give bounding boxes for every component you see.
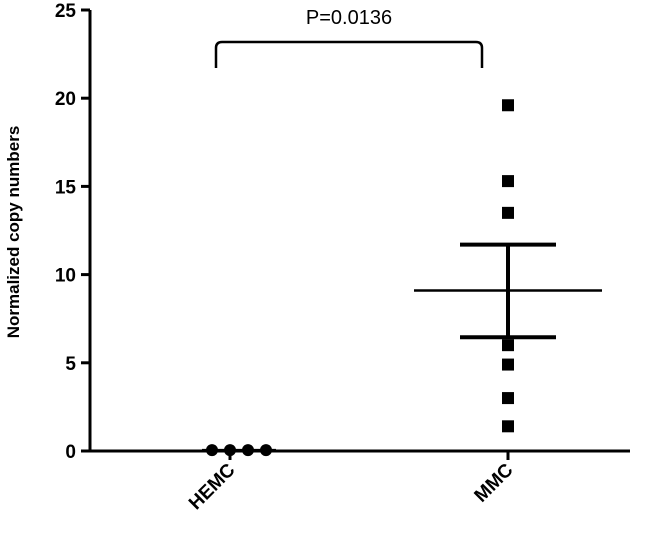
mmc-point: [502, 358, 514, 371]
significance-annotation: P=0.0136: [214, 7, 484, 68]
mmc-point: [502, 392, 514, 405]
y-tick-label: 5: [65, 354, 76, 375]
data-marks: [202, 99, 602, 457]
y-tick-label: 15: [55, 177, 77, 198]
y-tick-label: 20: [55, 89, 76, 110]
x-tick-label: MMC: [471, 459, 518, 506]
mmc-point: [502, 99, 514, 112]
mmc-point: [502, 339, 514, 352]
y-tick-label: 25: [55, 1, 77, 22]
y-tick-label: 0: [65, 442, 76, 463]
mmc-point: [502, 420, 514, 433]
p-value-label: P=0.0136: [306, 7, 392, 29]
significance-bracket: [214, 40, 484, 68]
x-tick-label: HEMC: [185, 459, 240, 514]
axes: 0 5 10 15 20 25 HEMC MMC: [55, 1, 630, 514]
mmc-point: [502, 206, 514, 219]
y-tick-label: 10: [55, 266, 76, 287]
mmc-point: [502, 175, 514, 188]
y-axis-title: Normalized copy numbers: [4, 126, 23, 339]
